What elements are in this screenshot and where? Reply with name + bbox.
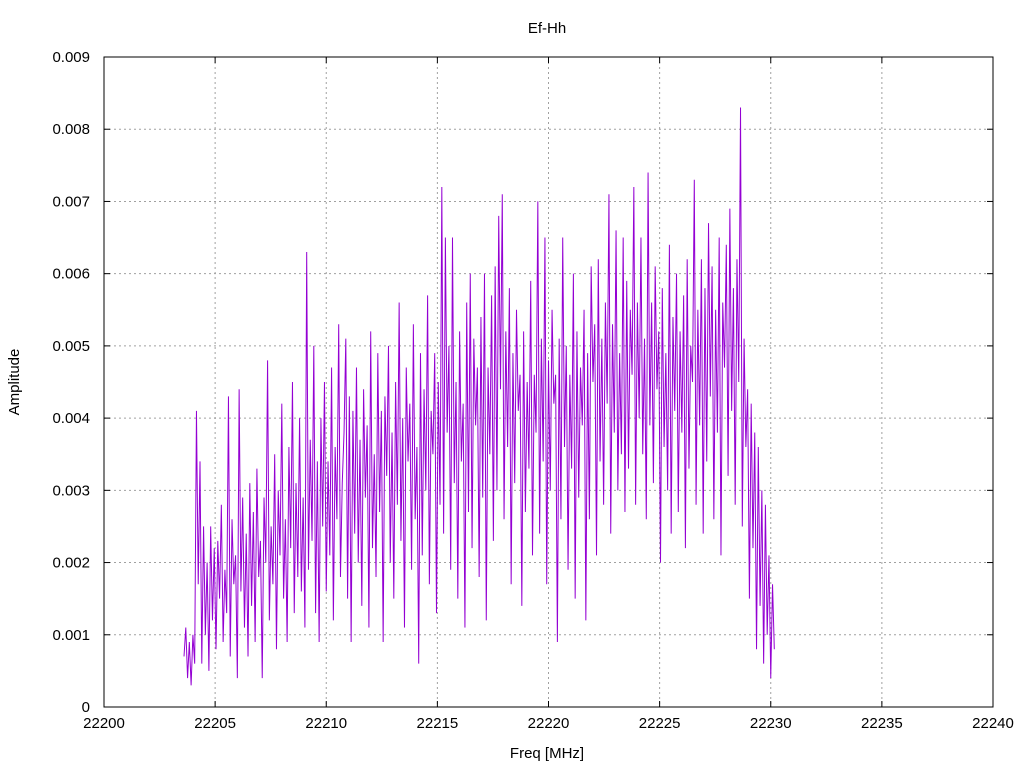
x-tick-label: 22220 xyxy=(528,715,570,732)
y-tick-labels: 0 0.001 0.002 0.003 0.004 0.005 0.006 0.007 0.00… xyxy=(52,49,90,716)
y-axis-label: Amplitude xyxy=(6,349,23,416)
x-tick-label: 22235 xyxy=(861,715,903,732)
y-tick-label: 0.006 xyxy=(52,266,90,283)
y-tick-label: 0.003 xyxy=(52,482,90,499)
x-tick-label: 22230 xyxy=(750,715,792,732)
axis-ticks xyxy=(103,56,994,708)
chart-title: Ef-Hh xyxy=(528,20,566,37)
y-tick-label: 0.001 xyxy=(52,627,90,644)
y-tick-label: 0.007 xyxy=(52,193,90,210)
y-tick-label: 0.008 xyxy=(52,121,90,138)
x-tick-label: 22200 xyxy=(83,715,125,732)
x-tick-labels: 22200 22205 22210 22215 22220 22225 22230 22235… xyxy=(83,715,1014,732)
x-tick-label: 22205 xyxy=(194,715,236,732)
x-axis-label: Freq [MHz] xyxy=(510,745,584,762)
x-tick-label: 22240 xyxy=(972,715,1014,732)
series-line xyxy=(183,107,775,686)
y-tick-label: 0.002 xyxy=(52,555,90,572)
y-tick-label: 0.009 xyxy=(52,49,90,66)
y-tick-label: 0.004 xyxy=(52,410,90,427)
x-tick-label: 22210 xyxy=(305,715,347,732)
x-tick-label: 22225 xyxy=(639,715,681,732)
series-layer xyxy=(183,107,775,686)
x-tick-label: 22215 xyxy=(417,715,459,732)
y-tick-label: 0 xyxy=(82,699,90,716)
y-tick-label: 0.005 xyxy=(52,338,90,355)
